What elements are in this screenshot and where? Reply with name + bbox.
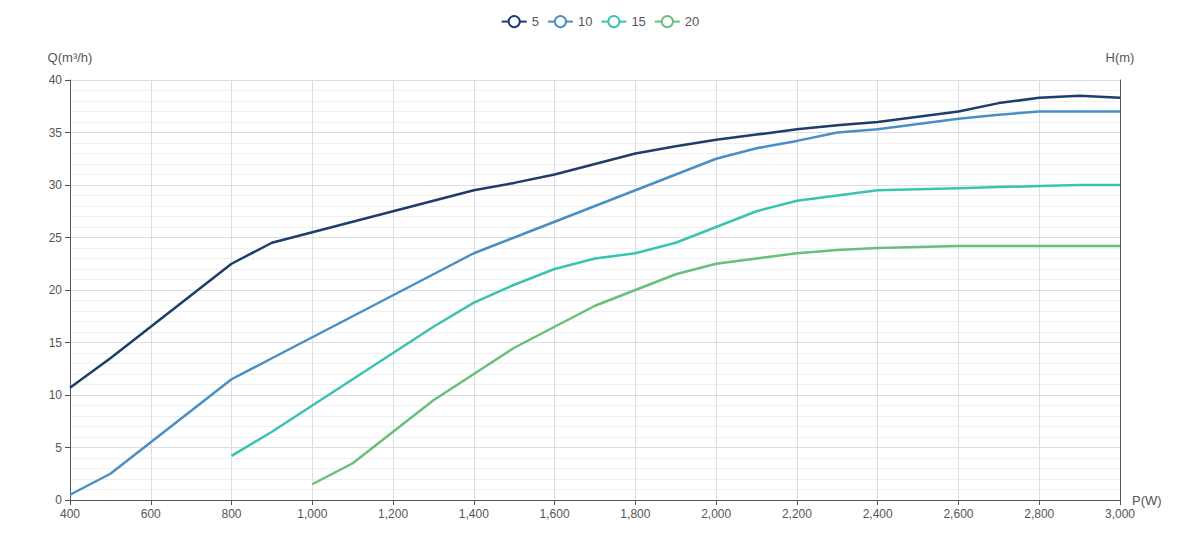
svg-text:1,800: 1,800 — [620, 507, 650, 521]
svg-text:10: 10 — [49, 388, 63, 402]
svg-text:400: 400 — [60, 507, 80, 521]
svg-text:1,000: 1,000 — [297, 507, 327, 521]
svg-text:2,000: 2,000 — [701, 507, 731, 521]
svg-text:5: 5 — [55, 441, 62, 455]
svg-text:40: 40 — [49, 73, 63, 87]
svg-text:30: 30 — [49, 178, 63, 192]
svg-text:Q(m³/h): Q(m³/h) — [48, 50, 93, 65]
svg-text:0: 0 — [55, 493, 62, 507]
svg-text:2,400: 2,400 — [863, 507, 893, 521]
svg-text:600: 600 — [141, 507, 161, 521]
svg-text:25: 25 — [49, 231, 63, 245]
svg-text:20: 20 — [685, 14, 699, 29]
svg-text:P(W): P(W) — [1132, 493, 1162, 508]
svg-text:3,000: 3,000 — [1105, 507, 1135, 521]
svg-text:10: 10 — [578, 14, 592, 29]
svg-text:800: 800 — [222, 507, 242, 521]
svg-text:15: 15 — [631, 14, 645, 29]
svg-text:1,600: 1,600 — [540, 507, 570, 521]
svg-text:H(m): H(m) — [1106, 50, 1135, 65]
svg-text:2,600: 2,600 — [943, 507, 973, 521]
svg-text:15: 15 — [49, 336, 63, 350]
svg-text:1,200: 1,200 — [378, 507, 408, 521]
svg-text:35: 35 — [49, 126, 63, 140]
svg-text:5: 5 — [532, 14, 539, 29]
svg-text:20: 20 — [49, 283, 63, 297]
svg-text:1,400: 1,400 — [459, 507, 489, 521]
svg-text:2,200: 2,200 — [782, 507, 812, 521]
svg-text:2,800: 2,800 — [1024, 507, 1054, 521]
